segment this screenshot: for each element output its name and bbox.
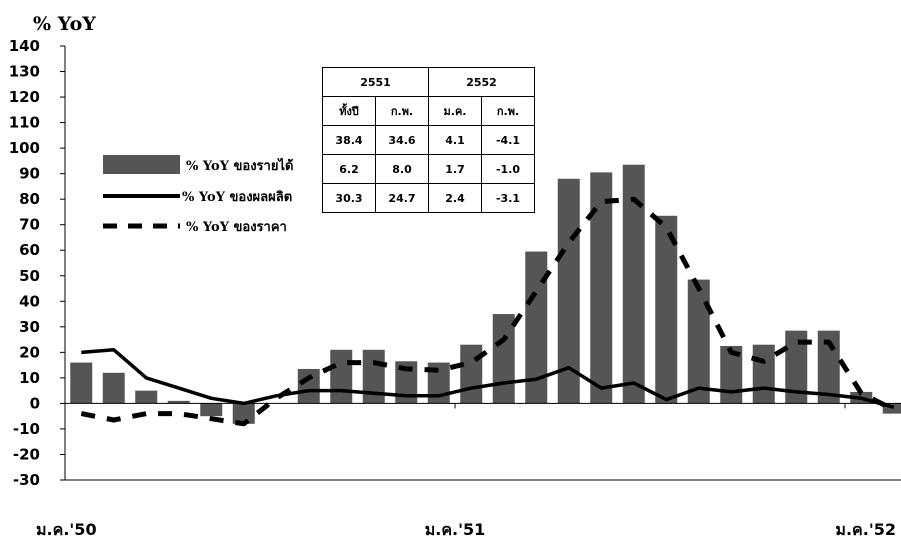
legend: % YoY ของรายได้ % YoY ของผลผลิต % YoY ขอ… <box>103 155 293 235</box>
bar <box>395 361 418 404</box>
table-cell: 38.4 <box>322 125 376 155</box>
bar <box>525 251 548 404</box>
table-cell: 34.6 <box>375 125 429 155</box>
table-cell: 4.1 <box>428 125 482 155</box>
bar <box>655 215 678 404</box>
bar <box>720 345 743 404</box>
bar <box>232 403 255 424</box>
table-column-header: ทั้งปี <box>322 96 376 126</box>
bar <box>200 403 223 417</box>
y-tick-label: 10 <box>19 369 40 387</box>
table-cell: 30.3 <box>322 183 376 213</box>
bar <box>492 314 515 404</box>
axes <box>64 46 901 481</box>
x-axis-labels: ม.ค.'50 ม.ค.'51 ม.ค.'52 <box>36 520 896 539</box>
table-group-header: 2551 <box>322 67 429 97</box>
bar <box>460 344 483 404</box>
y-tick-label: 90 <box>19 165 40 183</box>
table-row: 30.3 24.7 2.4 -3.1 <box>322 183 535 213</box>
table-cell: 6.2 <box>322 154 376 184</box>
price-line <box>80 196 895 427</box>
bar <box>135 390 158 404</box>
y-tick-label: -20 <box>13 445 40 463</box>
legend-label-revenue: % YoY ของรายได้ <box>186 157 293 174</box>
bar <box>785 330 808 404</box>
table-group-header: 2552 <box>428 67 535 97</box>
y-tick-label: 100 <box>9 139 40 157</box>
legend-label-output: % YoY ของผลผลิต <box>182 190 292 205</box>
table-cell: -4.1 <box>481 125 535 155</box>
y-tick-label: -10 <box>13 420 40 438</box>
table-cell: 2.4 <box>428 183 482 213</box>
y-tick-label: 20 <box>19 343 40 361</box>
x-axis-label: ม.ค.'52 <box>835 520 896 539</box>
bar <box>590 172 613 404</box>
bar <box>622 164 645 404</box>
table-cell: 1.7 <box>428 154 482 184</box>
x-axis-label: ม.ค.'50 <box>36 520 97 539</box>
table-cell: 24.7 <box>375 183 429 213</box>
y-tick-label: 140 <box>9 37 40 55</box>
y-tick-label: -30 <box>13 471 40 489</box>
y-unit-label: % YoY <box>33 13 96 35</box>
bar <box>330 349 353 404</box>
table-cell: 8.0 <box>375 154 429 184</box>
summary-table: 2551 2552 ทั้งปี ก.พ. ม.ค. ก.พ. 38.4 34.… <box>322 67 535 213</box>
y-tick-label: 30 <box>19 318 40 336</box>
y-tick-label: 70 <box>19 216 40 234</box>
y-tick-label: 0 <box>30 394 40 412</box>
y-tick-label: 130 <box>9 63 40 81</box>
line-series <box>80 196 895 427</box>
table-column-header-row: ทั้งปี ก.พ. ม.ค. ก.พ. <box>322 96 535 126</box>
y-tick-label: 40 <box>19 292 40 310</box>
table-group-header-row: 2551 2552 <box>322 67 535 97</box>
output-line <box>81 348 895 409</box>
bar <box>70 362 93 404</box>
bar <box>102 372 125 404</box>
bar <box>752 344 775 404</box>
y-tick-label: 60 <box>19 241 40 259</box>
y-tick-label: 50 <box>19 267 40 285</box>
table-row: 6.2 8.0 1.7 -1.0 <box>322 154 535 184</box>
y-tick-label: 80 <box>19 190 40 208</box>
y-tick-label: 120 <box>9 88 40 106</box>
bar <box>882 403 901 414</box>
table-cell: -3.1 <box>481 183 535 213</box>
table-column-header: ก.พ. <box>481 96 535 126</box>
table-column-header: ก.พ. <box>375 96 429 126</box>
legend-label-price: % YoY ของราคา <box>186 220 287 235</box>
y-tick-label: 110 <box>9 114 40 132</box>
bar <box>687 279 710 404</box>
legend-swatch-revenue <box>103 155 180 174</box>
table-column-header: ม.ค. <box>428 96 482 126</box>
bar <box>297 368 320 404</box>
bar <box>167 400 190 404</box>
table-cell: -1.0 <box>481 154 535 184</box>
x-axis-label: ม.ค.'51 <box>425 520 486 539</box>
y-axis-ticks: 1401301201101009080706050403020100-10-20… <box>9 37 65 489</box>
table-row: 38.4 34.6 4.1 -4.1 <box>322 125 535 155</box>
